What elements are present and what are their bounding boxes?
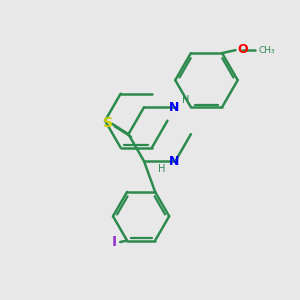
Text: CH₃: CH₃ (258, 46, 275, 55)
Text: N: N (169, 101, 179, 114)
Text: N: N (169, 155, 179, 168)
Text: I: I (112, 235, 117, 249)
Text: H: H (158, 164, 166, 174)
Text: H: H (182, 95, 189, 105)
Text: S: S (103, 116, 112, 130)
Text: O: O (237, 43, 247, 56)
